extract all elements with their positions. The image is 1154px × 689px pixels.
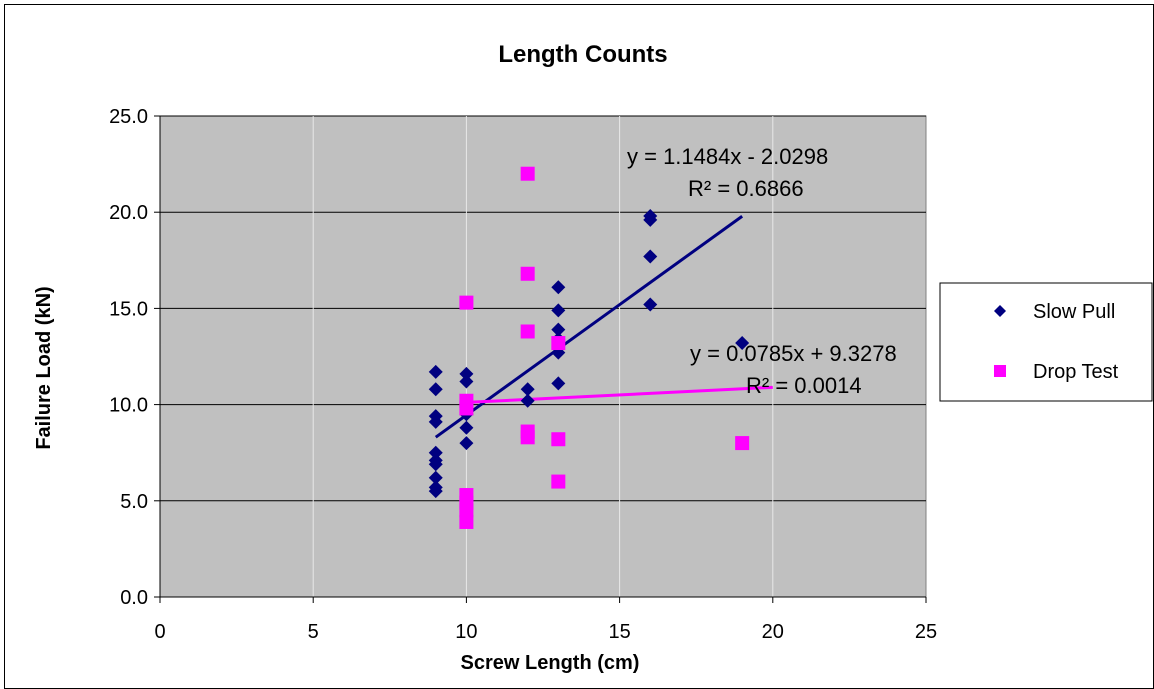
y-tick-label: 15.0 — [109, 298, 148, 320]
slow-pull-point — [428, 364, 443, 379]
x-tick-label: 15 — [608, 621, 630, 643]
drop-test-point — [459, 401, 474, 416]
drop-test-trendline — [466, 385, 773, 404]
drop-test-point — [551, 432, 566, 447]
slow-pull-point — [459, 366, 474, 381]
chart-frame: 0.0 5.0 10.0 15.0 20.0 25.0 0 5 10 15 20 25 Length … — [4, 4, 1154, 689]
legend-markers — [994, 305, 1006, 377]
slow-pull-point — [459, 436, 474, 451]
x-tick-label: 20 — [762, 621, 784, 643]
axes — [154, 115, 927, 603]
legend-marker-slow-pull — [994, 305, 1006, 317]
legend-box — [939, 282, 1153, 402]
drop-test-point — [520, 324, 535, 339]
drop-test-point — [520, 166, 535, 181]
slow-pull-point — [551, 376, 566, 391]
slow-pull-point — [459, 420, 474, 435]
drop-test-point — [459, 295, 474, 310]
drop-test-point — [551, 474, 566, 489]
slow-pull-trend-r2: R² = 0.6866 — [688, 176, 804, 201]
y-tick-label: 25.0 — [109, 106, 148, 128]
slow-pull-point — [643, 297, 658, 312]
data-points — [428, 166, 750, 529]
drop-test-point — [459, 503, 474, 518]
y-tick-label: 10.0 — [109, 395, 148, 417]
slow-pull-point — [520, 382, 535, 397]
x-tick-label: 25 — [915, 621, 937, 643]
drop-test-point — [551, 336, 566, 351]
legend-marker-drop-test — [994, 365, 1006, 377]
slow-pull-point — [428, 470, 443, 485]
slow-pull-point — [643, 249, 658, 264]
drop-test-point — [735, 436, 750, 451]
y-axis-label: Failure Load (kN) — [33, 286, 55, 449]
y-tick-label: 0.0 — [120, 587, 148, 609]
tick-labels: 0.0 5.0 10.0 15.0 20.0 25.0 0 5 10 15 20 25 — [109, 106, 937, 643]
legend-label-slow-pull: Slow Pull — [1033, 301, 1115, 323]
slow-pull-point — [428, 445, 443, 460]
x-tick-label: 10 — [455, 621, 477, 643]
slow-pull-point — [428, 484, 443, 499]
trendlines — [434, 215, 773, 439]
slow-pull-point — [643, 212, 658, 227]
slow-pull-point — [735, 336, 750, 351]
slow-pull-point — [520, 393, 535, 408]
x-tick-label: 5 — [308, 621, 319, 643]
drop-test-trend-r2: R² = 0.0014 — [746, 373, 862, 398]
slow-pull-point — [459, 374, 474, 389]
slow-pull-point — [428, 414, 443, 429]
y-tick-label: 20.0 — [109, 202, 148, 224]
y-tick-label: 5.0 — [120, 491, 148, 513]
slow-pull-point — [551, 322, 566, 337]
slow-pull-trend-equation: y = 1.1484x - 2.0298 — [627, 144, 828, 169]
slow-pull-point — [551, 303, 566, 318]
scatter-chart: 0.0 5.0 10.0 15.0 20.0 25.0 0 5 10 15 20 25 Length … — [33, 41, 1153, 674]
legend: Slow Pull Drop Test — [939, 282, 1153, 402]
plot-area — [159, 115, 927, 598]
drop-test-point — [520, 266, 535, 281]
drop-test-trend-equation: y = 0.0785x + 9.3278 — [690, 341, 897, 366]
x-tick-label: 0 — [154, 621, 165, 643]
drop-test-point — [459, 514, 474, 529]
slow-pull-point — [428, 457, 443, 472]
chart-title: Length Counts — [498, 41, 667, 68]
drop-test-point — [520, 430, 535, 445]
slow-pull-point — [428, 382, 443, 397]
x-axis-label: Screw Length (cm) — [461, 652, 640, 674]
slow-pull-point — [551, 280, 566, 295]
legend-label-drop-test: Drop Test — [1033, 361, 1119, 383]
